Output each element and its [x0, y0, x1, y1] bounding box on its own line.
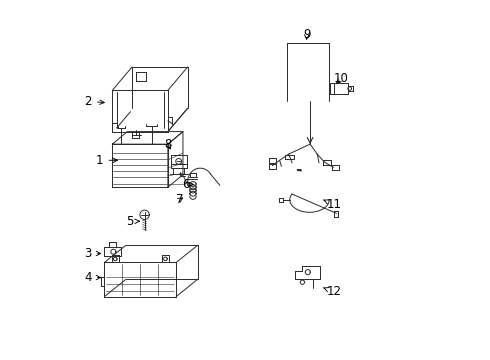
- Text: 4: 4: [85, 271, 100, 284]
- Text: 7: 7: [176, 193, 183, 206]
- Text: 12: 12: [323, 285, 342, 298]
- Text: 6: 6: [182, 178, 193, 191]
- Text: 8: 8: [164, 138, 171, 151]
- Text: 11: 11: [323, 198, 342, 211]
- Text: 1: 1: [96, 154, 118, 167]
- Text: 10: 10: [334, 72, 348, 85]
- Text: 2: 2: [85, 95, 104, 108]
- Text: 5: 5: [126, 215, 139, 228]
- Text: 3: 3: [85, 247, 100, 260]
- Text: 9: 9: [303, 28, 311, 41]
